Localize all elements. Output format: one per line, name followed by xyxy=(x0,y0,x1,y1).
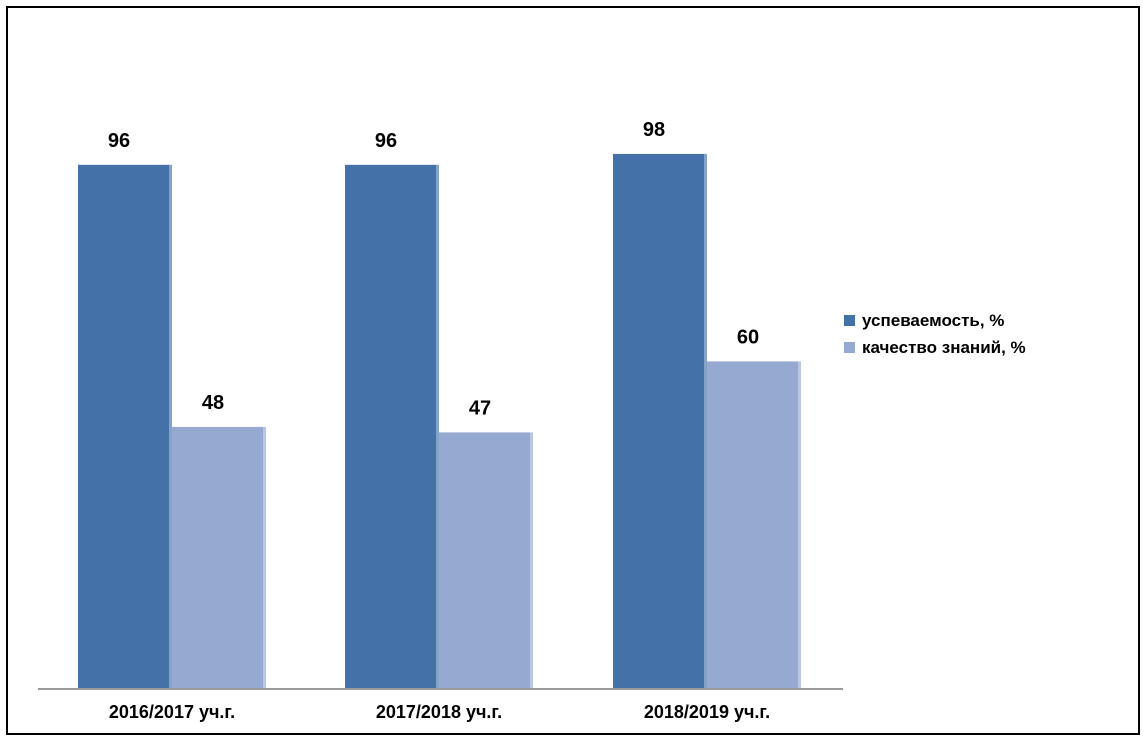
x-tick-labels-group: 2016/2017 уч.г. 2017/2018 уч.г. 2018/2019 … xyxy=(109,702,770,722)
legend-swatch-series-1 xyxy=(844,315,855,326)
data-labels-group: 96 48 96 47 98 60 xyxy=(108,119,759,419)
legend-swatch-series-2 xyxy=(844,342,855,353)
data-label-series-2-cat-1: 48 xyxy=(202,392,224,414)
legend-item-series-2: качество знаний, % xyxy=(844,336,1026,359)
legend: успеваемость, % качество знаний, % xyxy=(844,309,1026,363)
bar-edge-highlight xyxy=(436,164,439,690)
x-tick-label-3: 2018/2019 уч.г. xyxy=(644,702,770,722)
data-label-series-2-cat-3: 60 xyxy=(737,326,759,348)
bar-series-1-cat-1 xyxy=(78,164,172,690)
bar-edge-highlight xyxy=(704,153,707,690)
data-label-series-1-cat-2: 96 xyxy=(375,130,397,152)
bar-edge-highlight xyxy=(530,432,533,689)
bar-series-1-cat-2 xyxy=(345,164,439,690)
bar-edge-highlight xyxy=(169,164,172,690)
bar-series-2-cat-1 xyxy=(172,426,266,689)
bar-edge-highlight xyxy=(263,426,266,689)
legend-label-series-1: успеваемость, % xyxy=(862,310,1005,330)
legend-item-series-1: успеваемость, % xyxy=(844,309,1026,332)
data-label-series-1-cat-1: 96 xyxy=(108,130,130,152)
bar-edge-highlight xyxy=(798,361,801,689)
bar-series-1-cat-3 xyxy=(613,153,707,690)
legend-label-series-2: качество знаний, % xyxy=(862,337,1026,357)
data-label-series-1-cat-3: 98 xyxy=(643,119,665,141)
data-label-series-2-cat-2: 47 xyxy=(469,397,491,419)
x-tick-label-2: 2017/2018 уч.г. xyxy=(376,702,502,722)
bar-series-2-cat-2 xyxy=(439,432,533,689)
x-tick-label-1: 2016/2017 уч.г. xyxy=(109,702,235,722)
bar-series-2-cat-3 xyxy=(707,361,801,689)
bars-group xyxy=(78,153,801,690)
